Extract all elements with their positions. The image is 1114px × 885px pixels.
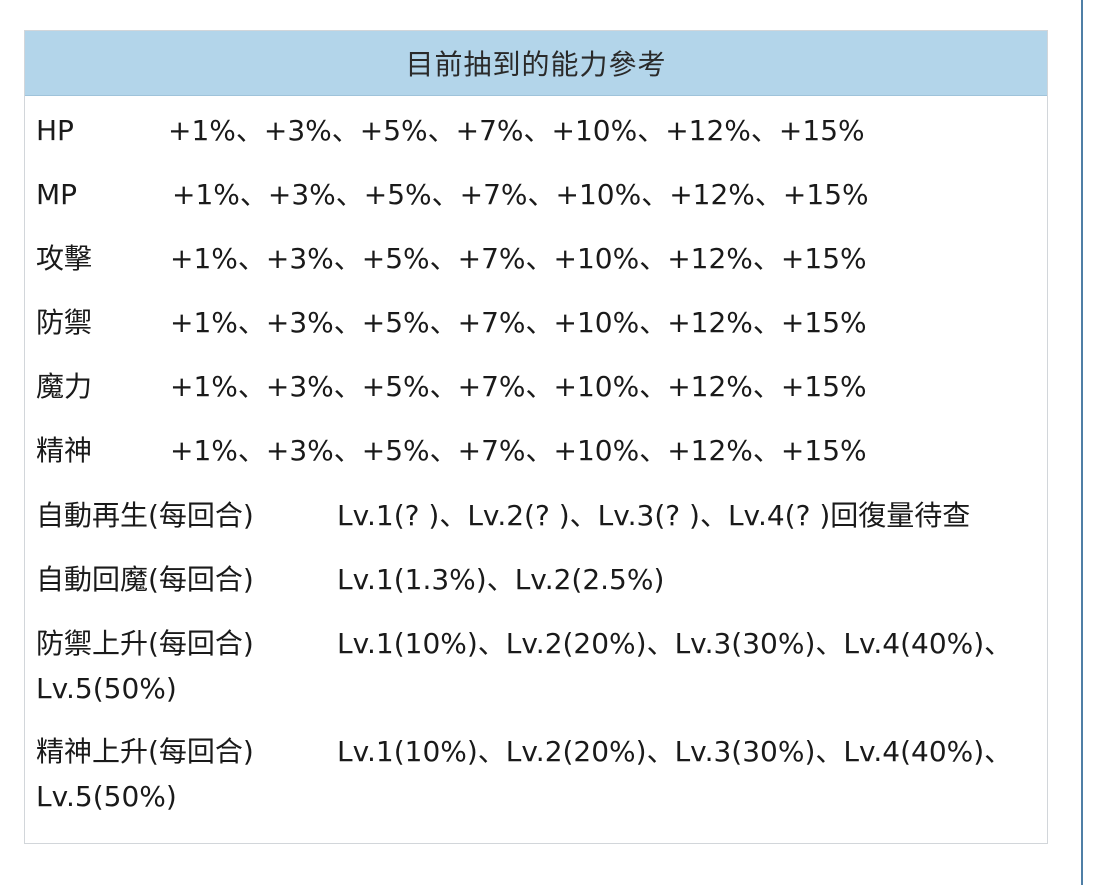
skill-label: 自動回魔(每回合) bbox=[36, 563, 254, 596]
skill-value: Lv.1(10%)、Lv.2(20%)、Lv.3(30%)、Lv.4(40%)、… bbox=[36, 735, 1013, 813]
stat-value: +1%、+3%、+5%、+7%、+10%、+12%、+15% bbox=[170, 242, 867, 275]
skill-row-auto-mp-recovery: 自動回魔(每回合) Lv.1(1.3%)、Lv.2(2.5%) bbox=[36, 557, 1036, 602]
stat-value: +1%、+3%、+5%、+7%、+10%、+12%、+15% bbox=[170, 434, 867, 467]
skill-value: Lv.1(1.3%)、Lv.2(2.5%) bbox=[337, 563, 665, 596]
stat-value: +1%、+3%、+5%、+7%、+10%、+12%、+15% bbox=[170, 370, 867, 403]
skill-row-spirit-up: 精神上升(每回合) Lv.1(10%)、Lv.2(20%)、Lv.3(30%)、L… bbox=[36, 729, 1036, 819]
stat-label: 攻擊 bbox=[36, 242, 93, 275]
skill-value: Lv.1(10%)、Lv.2(20%)、Lv.3(30%)、Lv.4(40%)、… bbox=[36, 627, 1013, 705]
stat-label: MP bbox=[36, 178, 78, 211]
stat-label: 防禦 bbox=[36, 306, 93, 339]
skill-value: Lv.1(? )、Lv.2(? )、Lv.3(? )、Lv.4(? )回復量待查 bbox=[337, 499, 971, 532]
stat-value: +1%、+3%、+5%、+7%、+10%、+12%、+15% bbox=[172, 178, 869, 211]
stat-label: 精神 bbox=[36, 434, 93, 467]
skill-row-auto-regen: 自動再生(每回合) Lv.1(? )、Lv.2(? )、Lv.3(? )、Lv.4… bbox=[36, 493, 1036, 538]
skill-label: 自動再生(每回合) bbox=[36, 499, 254, 532]
skill-label: 防禦上升(每回合) bbox=[36, 627, 254, 660]
skill-label: 精神上升(每回合) bbox=[36, 735, 254, 768]
box-title: 目前抽到的能力參考 bbox=[25, 31, 1047, 96]
stat-value: +1%、+3%、+5%、+7%、+10%、+12%、+15% bbox=[170, 306, 867, 339]
skill-row-defense-up: 防禦上升(每回合) Lv.1(10%)、Lv.2(20%)、Lv.3(30%)、L… bbox=[36, 621, 1036, 711]
right-border-line bbox=[1081, 0, 1083, 885]
stat-value: +1%、+3%、+5%、+7%、+10%、+12%、+15% bbox=[168, 114, 865, 147]
ability-reference-box: 目前抽到的能力參考 HP +1%、+3%、+5%、+7%、+10%、+12%、+… bbox=[24, 30, 1048, 844]
stat-label: HP bbox=[36, 114, 74, 147]
stat-label: 魔力 bbox=[36, 370, 93, 403]
